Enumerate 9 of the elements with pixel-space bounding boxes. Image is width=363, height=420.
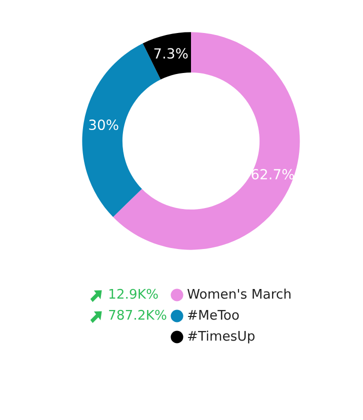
donut-slice	[142, 32, 191, 80]
legend-label: Women's March	[187, 288, 290, 299]
legend-label: #TimesUp	[188, 330, 255, 344]
text: 787.2K%	[109, 310, 166, 320]
data-label: 62.7%	[252, 168, 294, 180]
legend-label: #MeToo	[188, 310, 239, 320]
data-label: 7.3%	[154, 48, 188, 59]
data-label: 30%	[89, 120, 118, 130]
text: 12.9K%	[109, 288, 158, 299]
